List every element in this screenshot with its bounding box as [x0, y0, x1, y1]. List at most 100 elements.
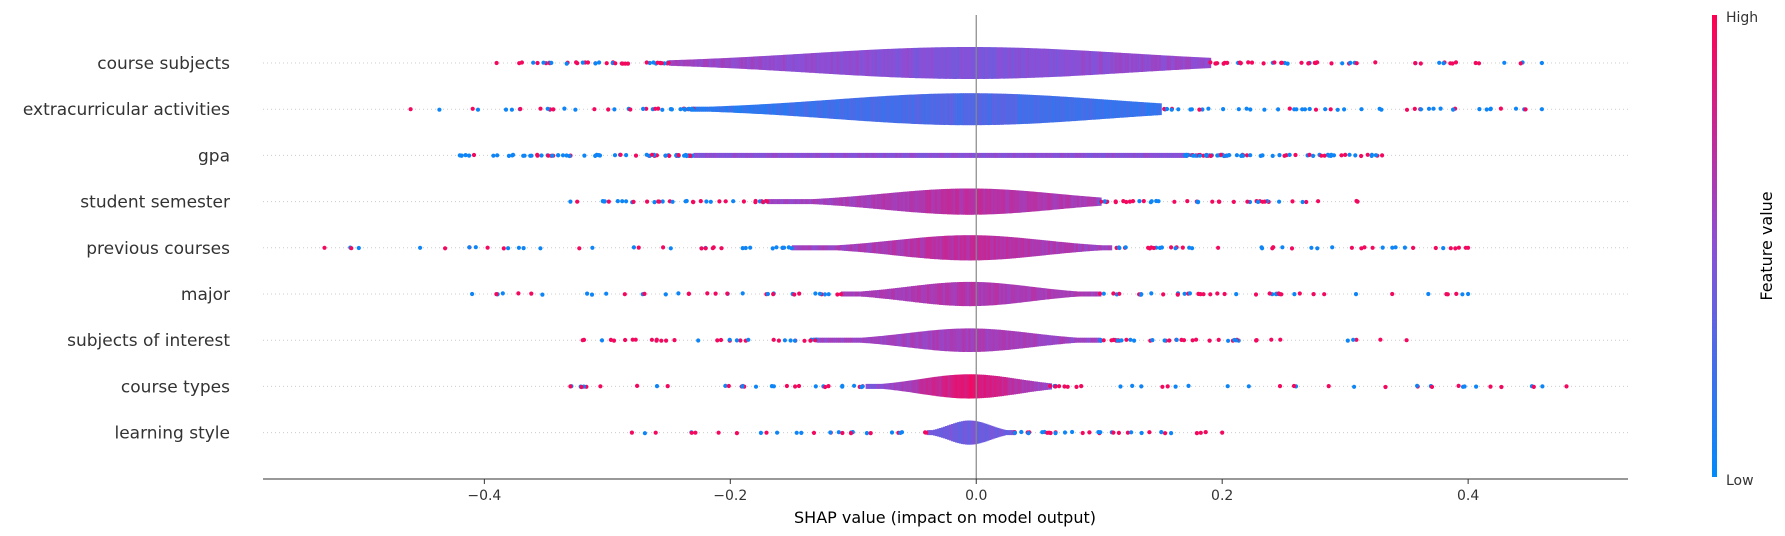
shap-point [1117, 291, 1122, 296]
violin-slice [918, 331, 921, 349]
violin-slice [755, 104, 758, 114]
violin-slice [942, 329, 945, 351]
violin-slice [1007, 93, 1010, 125]
shap-point [775, 430, 780, 435]
violin-slice [1077, 243, 1081, 252]
violin-slice [1050, 335, 1053, 346]
violin-slice [877, 241, 881, 254]
violin-slice [1105, 99, 1108, 119]
violin-slice [841, 98, 844, 120]
violin-slice [839, 99, 842, 120]
shap-point [1244, 106, 1249, 111]
violin-slice [820, 52, 824, 74]
violin-slice [995, 93, 998, 125]
violin-slice [1048, 48, 1052, 78]
violin-slice [799, 152, 802, 158]
x-axis-title: SHAP value (impact on model output) [794, 508, 1096, 527]
violin-slice [999, 283, 1002, 305]
violin-slice [1018, 331, 1021, 349]
violin-slice [894, 48, 898, 78]
violin-slice [1071, 152, 1074, 158]
shap-point [564, 153, 569, 158]
shap-point [467, 153, 472, 158]
violin-slice [864, 50, 868, 76]
shap-point [1187, 291, 1192, 296]
violin-slice [993, 375, 996, 397]
shap-point [1062, 384, 1067, 389]
violin-slice [811, 245, 815, 251]
shap-point [1498, 106, 1503, 111]
violin-slice [1090, 51, 1094, 75]
violin-slice [729, 105, 732, 113]
violin-slice [705, 106, 708, 112]
violin-slice [901, 381, 904, 392]
violin-slice [899, 381, 902, 391]
violin-slice [1045, 240, 1049, 255]
violin-slice [854, 50, 858, 76]
violin-slice [827, 245, 831, 251]
violin-slice [853, 196, 856, 207]
violin-slice [979, 374, 982, 399]
shap-point [1231, 199, 1236, 204]
violin-slice [997, 152, 1000, 158]
violin-slice [951, 282, 954, 306]
violin-slice [967, 281, 970, 307]
violin-slice [825, 245, 829, 251]
violin-slice [789, 152, 792, 158]
violin-slice [883, 383, 886, 390]
shap-point [1393, 245, 1398, 250]
violin-slice [1067, 97, 1070, 122]
violin-slice [926, 47, 930, 79]
violin-slice [839, 197, 842, 206]
violin-slice [1043, 152, 1046, 158]
shap-point [495, 153, 500, 158]
violin-slice [1087, 196, 1090, 207]
shap-point [660, 199, 665, 204]
violin-slice [874, 336, 877, 344]
violin-slice [1121, 100, 1124, 118]
violin-slice [943, 93, 946, 125]
violin-slice [979, 235, 983, 261]
shap-point [682, 107, 687, 112]
shap-point [1172, 199, 1177, 204]
violin-slice [955, 282, 958, 306]
shap-point [1197, 107, 1202, 112]
shap-point [1456, 245, 1461, 250]
violin-slice [889, 193, 892, 211]
violin-slice [995, 236, 999, 260]
violin-body [693, 152, 1186, 158]
violin-slice [1145, 152, 1148, 158]
shap-point-extreme [1355, 199, 1360, 204]
violin-slice [952, 328, 955, 352]
violin-slice [893, 95, 896, 123]
violin-slice [740, 57, 744, 69]
violin-slice [1070, 50, 1074, 76]
shap-point [1139, 384, 1144, 389]
violin-slice [1157, 152, 1160, 158]
violin-slice [1041, 192, 1044, 211]
shap-point [1438, 106, 1443, 111]
violin-slice [1155, 152, 1158, 158]
violin-slice [931, 430, 934, 436]
violin-slice [954, 47, 958, 79]
violin-slice [871, 152, 874, 158]
violin-slice [1003, 283, 1006, 305]
violin-slice [969, 420, 972, 445]
shap-point [1277, 384, 1283, 389]
violin-slice [1040, 334, 1043, 347]
violin-slice [1067, 194, 1070, 209]
violin-slice [1133, 101, 1136, 117]
violin-slice [951, 93, 954, 126]
violin-slice [869, 383, 872, 389]
violin-slice [1130, 53, 1134, 73]
violin-slice [974, 328, 977, 352]
violin-slice [870, 49, 874, 77]
shap-point [644, 60, 649, 65]
violin-slice [780, 55, 784, 72]
shap-point [1340, 61, 1345, 66]
violin-slice [797, 152, 800, 158]
violin-slice [841, 244, 845, 251]
violin-slice [878, 336, 881, 345]
violin-slice [931, 189, 934, 214]
shap-point [618, 152, 623, 157]
